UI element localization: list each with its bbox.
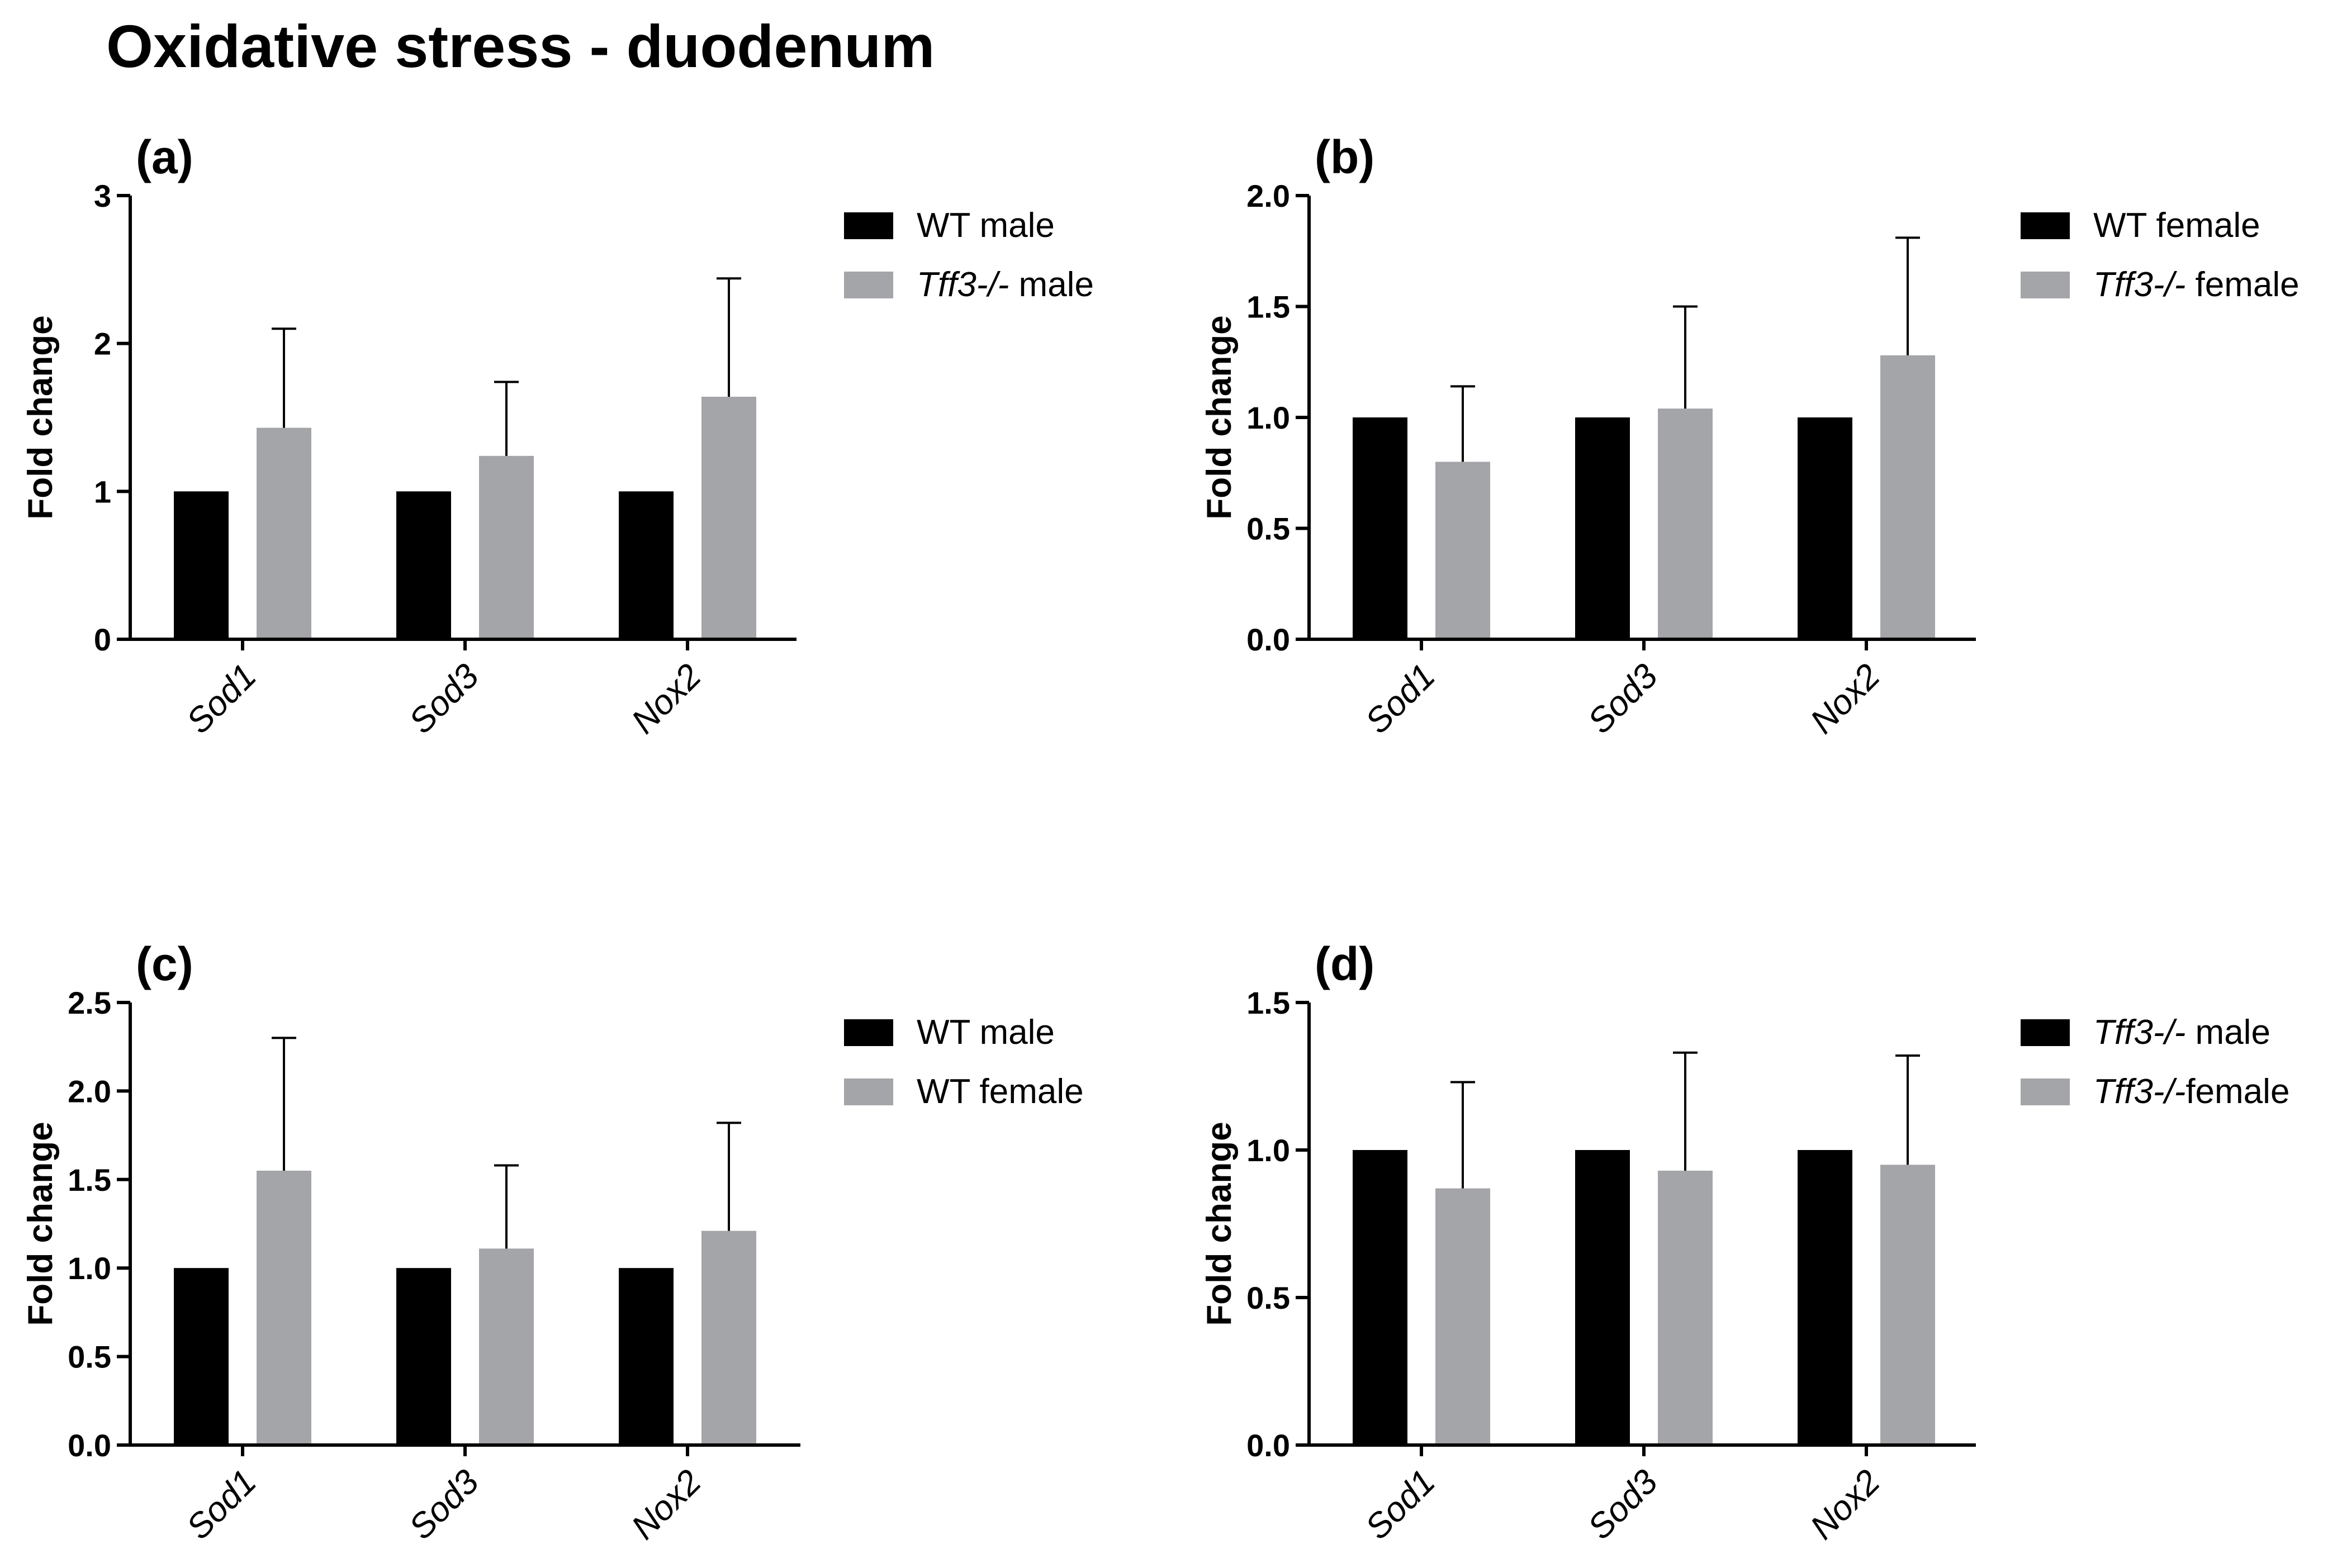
y-tick-label: 3 (94, 178, 111, 213)
legend-label: Tff3-/- female (2093, 265, 2300, 304)
y-tick-label: 0.0 (1246, 1428, 1290, 1463)
y-tick-label: 1.5 (68, 1162, 111, 1198)
x-tick-label: Sod3 (1581, 657, 1665, 741)
y-axis-label: Fold change (21, 1122, 60, 1325)
legend-label: WT female (2093, 206, 2260, 245)
bar (619, 491, 674, 639)
legend-label: Tff3-/- male (2093, 1013, 2270, 1052)
legend-label: WT male (917, 206, 1055, 245)
y-tick-label: 0 (94, 622, 111, 657)
bar (174, 1268, 229, 1445)
legend-swatch (844, 1019, 893, 1046)
bar (1575, 417, 1630, 639)
panel-label: (a) (136, 131, 193, 183)
panel-label: (c) (136, 938, 193, 990)
y-tick-label: 0.0 (68, 1428, 111, 1463)
legend-swatch (844, 1078, 893, 1105)
x-tick-label: Sod1 (1358, 1462, 1443, 1547)
legend-swatch (844, 272, 893, 298)
legend-swatch (2021, 212, 2070, 239)
y-tick-label: 2.0 (68, 1073, 111, 1109)
y-tick-label: 0.5 (68, 1339, 111, 1375)
bar (619, 1268, 674, 1445)
y-tick-label: 1.5 (1246, 985, 1290, 1020)
bar (1880, 355, 1935, 639)
bar (1798, 1150, 1852, 1445)
legend-swatch (844, 212, 893, 239)
x-tick-label: Sod1 (179, 1462, 264, 1547)
legend-label: WT female (917, 1072, 1084, 1111)
y-tick-label: 2.0 (1246, 178, 1290, 213)
x-tick-label: Sod3 (402, 657, 486, 741)
y-tick-label: 1 (94, 474, 111, 509)
x-tick-label: Nox2 (1803, 1462, 1888, 1547)
bar (396, 1268, 451, 1445)
bar (1658, 408, 1713, 639)
legend-swatch (2021, 1019, 2070, 1046)
x-tick-label: Sod3 (1581, 1462, 1665, 1547)
bar (1798, 417, 1852, 639)
bar (1353, 417, 1407, 639)
x-tick-label: Nox2 (1803, 657, 1888, 741)
x-tick-label: Nox2 (624, 657, 709, 741)
bar (479, 455, 534, 639)
panel-d: (d) Sod1 Sod3 Nox2 0.0 0.5 1.0 1.5 Fold change Tf… (1200, 938, 2289, 1547)
panel-label: (d) (1315, 938, 1374, 990)
y-tick-label: 2.5 (68, 985, 111, 1020)
panel-b: (b) Sod1 Sod3 Nox2 0.0 0.5 1.0 1.5 2.0 Fold chang… (1200, 131, 2300, 741)
bar (396, 491, 451, 639)
bar (1575, 1150, 1630, 1445)
legend-swatch (2021, 1078, 2070, 1105)
x-tick-label: Nox2 (624, 1462, 709, 1547)
panel-label: (b) (1315, 131, 1374, 183)
bar (257, 1170, 311, 1445)
bar (1880, 1165, 1935, 1445)
legend-swatch (2021, 272, 2070, 298)
bar (1435, 462, 1490, 639)
y-tick-label: 1.0 (68, 1251, 111, 1286)
x-tick-label: Sod1 (179, 657, 264, 741)
legend-label: WT male (917, 1013, 1055, 1052)
bar (257, 427, 311, 639)
y-axis-label: Fold change (1200, 1122, 1239, 1325)
bar (1435, 1188, 1490, 1445)
y-axis-label: Fold change (1200, 315, 1239, 519)
y-tick-label: 1.0 (1246, 400, 1290, 435)
panel-c: (c) Sod1 Sod3 Nox2 0.0 0.5 1.0 1.5 2.0 2.5 Fold ch… (21, 938, 1084, 1547)
y-tick-label: 1.5 (1246, 289, 1290, 325)
y-tick-label: 0.0 (1246, 622, 1290, 657)
bar (174, 491, 229, 639)
bar (701, 1230, 756, 1445)
legend-label: Tff3-/- male (917, 265, 1094, 304)
x-tick-label: Sod1 (1358, 657, 1443, 741)
bar (1353, 1150, 1407, 1445)
y-tick-label: 1.0 (1246, 1133, 1290, 1168)
page-title: Oxidative stress - duodenum (106, 12, 935, 80)
legend-label: Tff3-/-female (2093, 1072, 2289, 1111)
x-tick-label: Sod3 (402, 1462, 486, 1547)
y-tick-label: 0.5 (1246, 1280, 1290, 1315)
bar (479, 1248, 534, 1445)
bar (1658, 1170, 1713, 1445)
y-tick-label: 0.5 (1246, 511, 1290, 547)
y-tick-label: 2 (94, 326, 111, 362)
bar (701, 396, 756, 639)
panel-a: (a) Sod1 Sod3 Nox2 0 1 2 3 Fold change WT male Tff… (21, 131, 1094, 741)
y-axis-label: Fold change (21, 315, 60, 519)
